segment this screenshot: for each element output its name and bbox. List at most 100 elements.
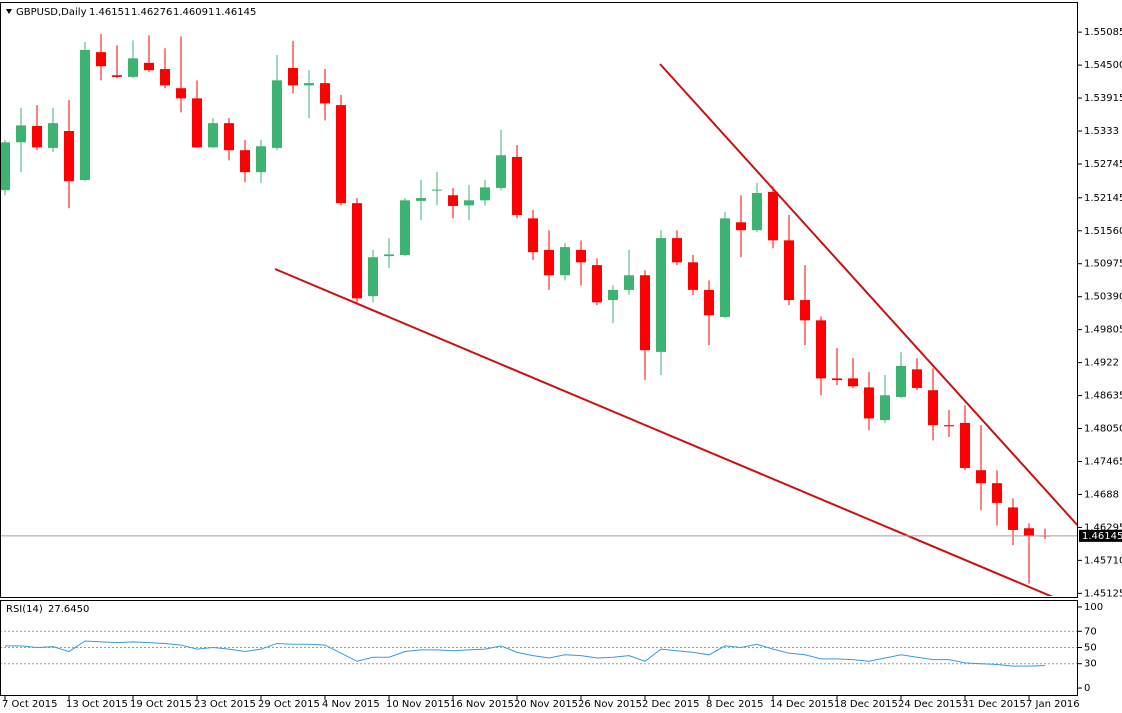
candle-body <box>336 105 346 204</box>
current-price-label: 1.46145 <box>1082 531 1122 542</box>
y-tick-label: 1.45125 <box>1084 588 1122 599</box>
y-tick-label: 1.47465 <box>1084 456 1122 467</box>
candle-body <box>464 200 474 206</box>
candle-body <box>528 218 538 253</box>
x-tick-label: 24 Dec 2015 <box>898 699 962 710</box>
x-tick-label: 8 Dec 2015 <box>706 699 764 710</box>
price-plot <box>1 34 1077 596</box>
y-tick-label: 1.55085 <box>1084 27 1122 38</box>
x-tick-label: 7 Oct 2015 <box>2 699 57 710</box>
y-tick-label: 1.48635 <box>1084 391 1122 402</box>
y-tick-label: 1.4922 <box>1084 358 1119 369</box>
rsi-tick-label: 100 <box>1084 602 1103 613</box>
candle-body <box>96 52 106 67</box>
y-tick-label: 1.51560 <box>1084 226 1122 237</box>
x-tick-label: 26 Nov 2015 <box>578 699 642 710</box>
candle-body <box>240 150 250 173</box>
header-open: 1.46151 <box>89 7 130 18</box>
candle-body <box>992 483 1002 503</box>
x-tick-label: 4 Nov 2015 <box>322 699 380 710</box>
candle-body <box>880 395 890 421</box>
header-high: 1.46276 <box>131 7 172 18</box>
candle-body <box>592 265 602 303</box>
y-tick-label: 1.49805 <box>1084 325 1122 336</box>
rsi-plot <box>1 630 1077 667</box>
x-tick-label: 31 Dec 2015 <box>962 699 1026 710</box>
candle-body <box>816 320 826 379</box>
axes: 1.55085 1.54500 1.53915 1.5333 1.52745 1.5214… <box>2 27 1122 710</box>
y-tick-label: 1.50975 <box>1084 259 1122 270</box>
rsi-tick-label: 50 <box>1084 643 1097 654</box>
menu-arrow <box>6 9 12 14</box>
x-tick-label: 7 Jan 2016 <box>1026 699 1080 710</box>
rsi-name: RSI(14) <box>6 604 43 615</box>
x-tick-label: 13 Oct 2015 <box>66 699 128 710</box>
candle-body <box>688 262 698 290</box>
x-tick-label: 18 Dec 2015 <box>834 699 898 710</box>
candle-body <box>704 289 714 316</box>
x-tick-label: 29 Oct 2015 <box>258 699 320 710</box>
candle-body <box>192 98 202 148</box>
candle-body <box>608 289 618 301</box>
candle-body <box>384 254 394 257</box>
y-tick-label: 1.52745 <box>1084 159 1122 170</box>
candle-body <box>128 58 138 77</box>
candle-body <box>752 193 762 231</box>
candle-body <box>208 123 218 148</box>
x-tick-label: 16 Nov 2015 <box>450 699 514 710</box>
candle-body <box>432 189 442 191</box>
y-tick-label: 1.46295 <box>1084 522 1122 533</box>
candle-body <box>160 69 170 86</box>
trend-line-lower <box>274 268 1054 596</box>
candle-body <box>576 249 586 263</box>
candle-body <box>544 249 554 276</box>
candle-body <box>864 387 874 419</box>
candle-body <box>848 378 858 387</box>
candle-body <box>352 203 362 299</box>
x-tick-label: 20 Nov 2015 <box>514 699 578 710</box>
header-low: 1.46091 <box>173 7 214 18</box>
candle-body <box>304 83 314 86</box>
candle-body <box>496 155 506 188</box>
candle-body <box>512 156 522 215</box>
candle-body <box>912 369 922 388</box>
candle-body <box>960 422 970 468</box>
candle-body <box>736 222 746 231</box>
y-tick-label: 1.54500 <box>1084 60 1122 71</box>
candle-body <box>320 83 330 104</box>
candle-body <box>768 191 778 241</box>
candle-body <box>80 49 90 181</box>
candle-body <box>784 240 794 301</box>
current-price-box <box>1079 529 1122 542</box>
candle-body <box>256 146 266 173</box>
candle-body <box>832 378 842 381</box>
candle-body <box>672 238 682 263</box>
rsi-tick-label: 70 <box>1084 626 1097 637</box>
candle-body <box>1 142 10 191</box>
rsi-last-value: 27.6450 <box>48 604 89 615</box>
rsi-line <box>5 640 1046 667</box>
candle-body <box>976 470 986 484</box>
x-tick-label: 23 Oct 2015 <box>194 699 256 710</box>
chart-title: GBPUSD,Daily <box>16 7 87 18</box>
y-tick-label: 1.53915 <box>1084 93 1122 104</box>
y-tick-label: 1.45710 <box>1084 555 1122 566</box>
candle-body <box>64 131 74 182</box>
candle-body <box>16 125 26 143</box>
candle-body <box>944 425 954 427</box>
x-tick-label: 10 Nov 2015 <box>386 699 450 710</box>
candle-body <box>400 200 410 255</box>
y-tick-label: 1.4688 <box>1084 489 1119 500</box>
rsi-tick-label: 30 <box>1084 659 1097 670</box>
candle-body <box>416 198 426 201</box>
y-tick-label: 1.52145 <box>1084 193 1122 204</box>
candle-body <box>560 247 570 276</box>
candle-body <box>144 62 154 71</box>
rsi-tick-label: 0 <box>1084 683 1090 694</box>
candle-body <box>368 257 378 297</box>
y-tick-label: 1.5333 <box>1084 126 1119 137</box>
candle-body <box>224 123 234 151</box>
candle-body <box>896 365 906 397</box>
